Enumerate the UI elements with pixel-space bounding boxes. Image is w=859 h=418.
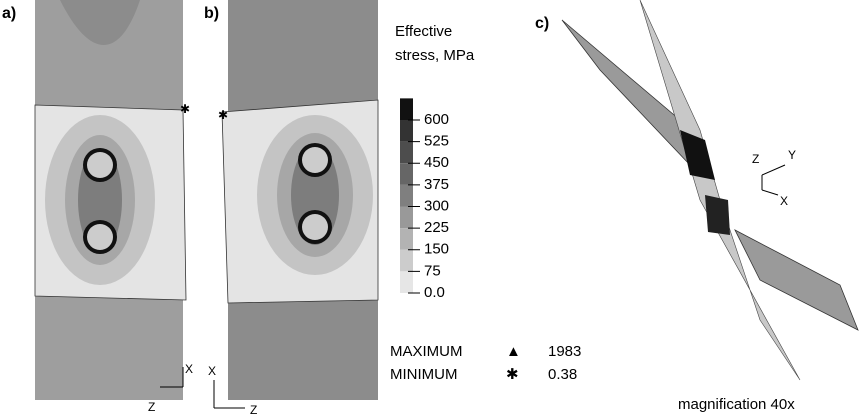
- tick-label: 150: [424, 241, 449, 258]
- tick-label: 225: [424, 219, 449, 236]
- panel-label: c): [535, 15, 549, 32]
- axis-label: X: [208, 364, 216, 378]
- tick-label: 600: [424, 111, 449, 128]
- tick-label: 75: [424, 262, 441, 279]
- axis-label: X: [185, 362, 193, 376]
- extreme-value: 1983: [548, 343, 581, 360]
- tick-label: 450: [424, 154, 449, 171]
- panel-b: ✱ b) X Z: [204, 0, 379, 417]
- colorbar-band: [400, 184, 413, 207]
- panel-a: ✱ a) X Z: [2, 0, 193, 414]
- axis-label: Z: [250, 403, 257, 417]
- panel-label: a): [2, 5, 16, 22]
- extreme-value: 0.38: [548, 366, 577, 383]
- axis-label: X: [780, 194, 788, 208]
- panel-label: b): [204, 5, 219, 22]
- tick-label: 525: [424, 133, 449, 150]
- tick-label: 0.0: [424, 284, 445, 301]
- extreme-name: MINIMUM: [390, 366, 458, 383]
- colorbar-band: [400, 206, 413, 229]
- panel-c: c) Z Y X magnification 40x: [535, 0, 859, 413]
- caption: magnification 40x: [678, 396, 795, 413]
- tick-label: 300: [424, 197, 449, 214]
- legend-title: Effective: [395, 23, 452, 40]
- colorbar-band: [400, 163, 413, 185]
- axis-label: Y: [788, 148, 796, 162]
- axis-label: Z: [752, 152, 759, 166]
- max-symbol: ▲: [506, 343, 521, 360]
- colorbar-band: [400, 120, 413, 142]
- svg-text:✱: ✱: [218, 108, 228, 122]
- colorbar: 600 525 450 375 300 225 150 75 0.0: [400, 98, 449, 301]
- tick-label: 375: [424, 176, 449, 193]
- colorbar-band: [400, 249, 413, 272]
- legend-title: stress, MPa: [395, 47, 475, 64]
- colorbar-band: [400, 98, 413, 120]
- svg-text:✱: ✱: [180, 102, 190, 116]
- min-symbol: ✱: [506, 366, 519, 383]
- extreme-name: MAXIMUM: [390, 343, 463, 360]
- colorbar-band: [400, 271, 413, 293]
- colorbar-band: [400, 141, 413, 164]
- axis-label: Z: [148, 400, 155, 414]
- colorbar-band: [400, 228, 413, 250]
